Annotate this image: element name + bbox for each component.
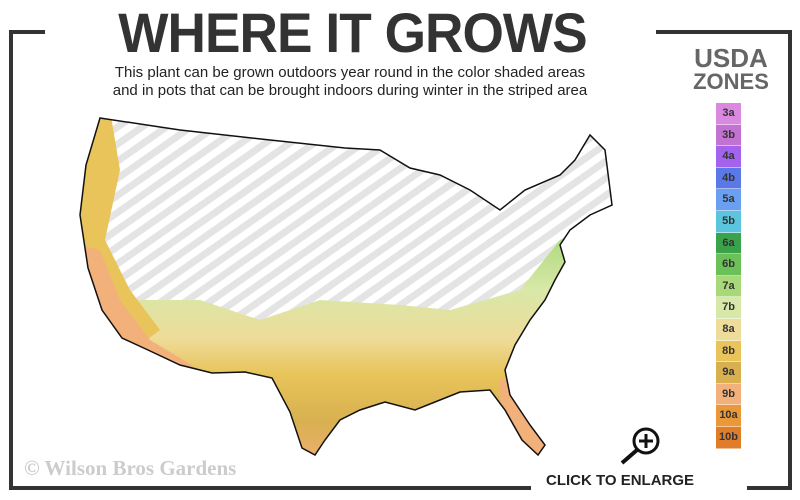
legend-zone-7a: 7a xyxy=(716,275,741,298)
legend-zone-5b: 5b xyxy=(716,210,741,233)
page-title: WHERE IT GROWS xyxy=(118,1,587,64)
legend-zone-10b: 10b xyxy=(716,426,741,449)
legend-zone-4b: 4b xyxy=(716,167,741,190)
subtitle-line-2: and in pots that can be brought indoors … xyxy=(112,82,588,99)
legend-zone-9a: 9a xyxy=(716,362,741,384)
frame-left xyxy=(9,30,13,490)
subtitle: This plant can be grown outdoors year ro… xyxy=(40,64,660,100)
legend-title-line-1: USDA xyxy=(694,43,768,73)
frame-top-left xyxy=(9,30,45,34)
legend-zone-7b: 7b xyxy=(716,297,741,319)
frame-right xyxy=(788,30,792,490)
copyright-watermark: © Wilson Bros Gardens xyxy=(24,456,237,480)
legend-zone-8b: 8b xyxy=(716,340,741,363)
zone-legend: 3a 3b 4a 4b 5a 5b 6a 6b 7a 7b 8a 8b 9a 9b 10a 10b xyxy=(716,103,741,449)
zoom-in-icon[interactable] xyxy=(618,425,664,465)
legend-zone-5a: 5a xyxy=(716,189,741,211)
frame-bottom-left xyxy=(9,486,531,490)
legend-title-line-2: ZONES xyxy=(693,69,769,94)
frame-bottom-right xyxy=(747,486,792,490)
legend-zone-4a: 4a xyxy=(716,146,741,168)
legend-zone-9b: 9b xyxy=(716,383,741,406)
legend-zone-6a: 6a xyxy=(716,232,741,255)
click-to-enlarge-button[interactable]: CLICK TO ENLARGE xyxy=(546,472,695,489)
legend-zone-10a: 10a xyxy=(716,405,741,427)
legend-zone-3b: 3b xyxy=(716,124,741,147)
legend-title: USDA ZONES xyxy=(676,43,786,94)
frame-top-right xyxy=(656,30,792,34)
legend-zone-6b: 6b xyxy=(716,254,741,276)
subtitle-line-1: This plant can be grown outdoors year ro… xyxy=(114,64,586,81)
legend-zone-8a: 8a xyxy=(716,318,741,341)
legend-zone-3a: 3a xyxy=(716,103,741,125)
